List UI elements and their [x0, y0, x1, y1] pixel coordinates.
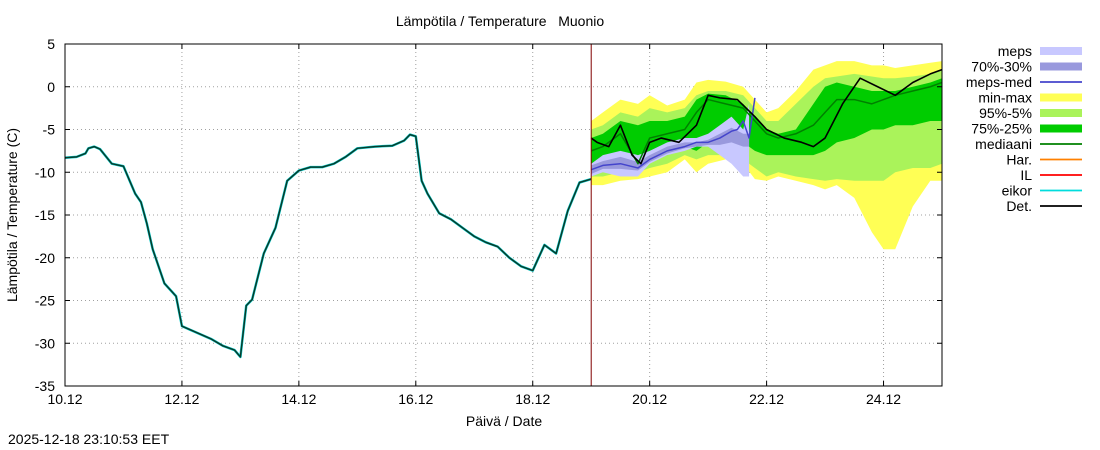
chart-title: Lämpötila / Temperature Muonio — [396, 13, 605, 29]
x-tick-label: 14.12 — [281, 391, 316, 407]
legend-label-p95_5: 95%-5% — [979, 105, 1032, 121]
y-axis-ticks: 5 0 -5 -10 -15 -20 -25 -30 -35 — [35, 36, 942, 394]
legend-label-minmax: min-max — [978, 90, 1032, 106]
det-line — [590, 68, 943, 165]
x-tick-label: 24.12 — [866, 391, 901, 407]
legend-label-il: IL — [1020, 167, 1032, 183]
x-tick-label: 12.12 — [164, 391, 199, 407]
x-tick-label: 22.12 — [749, 391, 784, 407]
legend-label-eikor: eikor — [1002, 183, 1033, 199]
y-tick-label: -25 — [35, 293, 55, 309]
y-axis-label: Lämpötila / Temperature (C) — [4, 128, 20, 302]
legend-label-det: Det. — [1006, 198, 1032, 214]
legend-swatch-minmax — [1040, 93, 1082, 102]
x-axis-label: Päivä / Date — [466, 413, 542, 429]
observed-line — [64, 133, 592, 358]
x-tick-label: 18.12 — [515, 391, 550, 407]
legend-swatch-p75_25 — [1040, 124, 1082, 133]
legend-label-har: Har. — [1006, 152, 1032, 168]
y-tick-label: 5 — [47, 36, 55, 52]
x-tick-label: 16.12 — [398, 391, 433, 407]
meps-band — [591, 103, 750, 177]
observed-eikor-line — [64, 133, 592, 359]
mediaani-line — [590, 81, 943, 165]
x-axis-ticks: 10.12 12.12 14.12 16.12 18.12 20.12 22.12 24.12 — [47, 44, 901, 407]
legend-swatch-p95_5 — [1040, 109, 1082, 117]
meps-med-line — [590, 97, 756, 171]
legend-swatch-p70_30 — [1040, 62, 1082, 71]
forecast-bands — [591, 61, 942, 250]
legend-label-p75_25: 75%-25% — [971, 121, 1032, 137]
legend-swatch-meps — [1040, 47, 1082, 55]
x-tick-label: 20.12 — [632, 391, 667, 407]
legend-label-meps: meps — [998, 43, 1032, 59]
y-tick-label: -20 — [35, 250, 55, 266]
y-tick-label: -15 — [35, 207, 55, 223]
y-tick-label: -35 — [35, 378, 55, 394]
series-lines — [64, 44, 943, 386]
legend-label-meps_med: meps-med — [966, 74, 1032, 90]
timestamp: 2025-12-18 23:10:53 EET — [8, 431, 170, 447]
y-tick-label: -30 — [35, 335, 55, 351]
y-tick-label: 0 — [47, 79, 55, 95]
grid-lines — [64, 43, 942, 387]
y-tick-label: -5 — [43, 122, 56, 138]
x-tick-label: 10.12 — [47, 391, 82, 407]
legend-label-p70_30: 70%-30% — [971, 59, 1032, 75]
y-tick-label: -10 — [35, 164, 55, 180]
legend: meps70%-30%meps-medmin-max95%-5%75%-25%m… — [966, 43, 1082, 214]
legend-label-mediaani: mediaani — [975, 136, 1032, 152]
